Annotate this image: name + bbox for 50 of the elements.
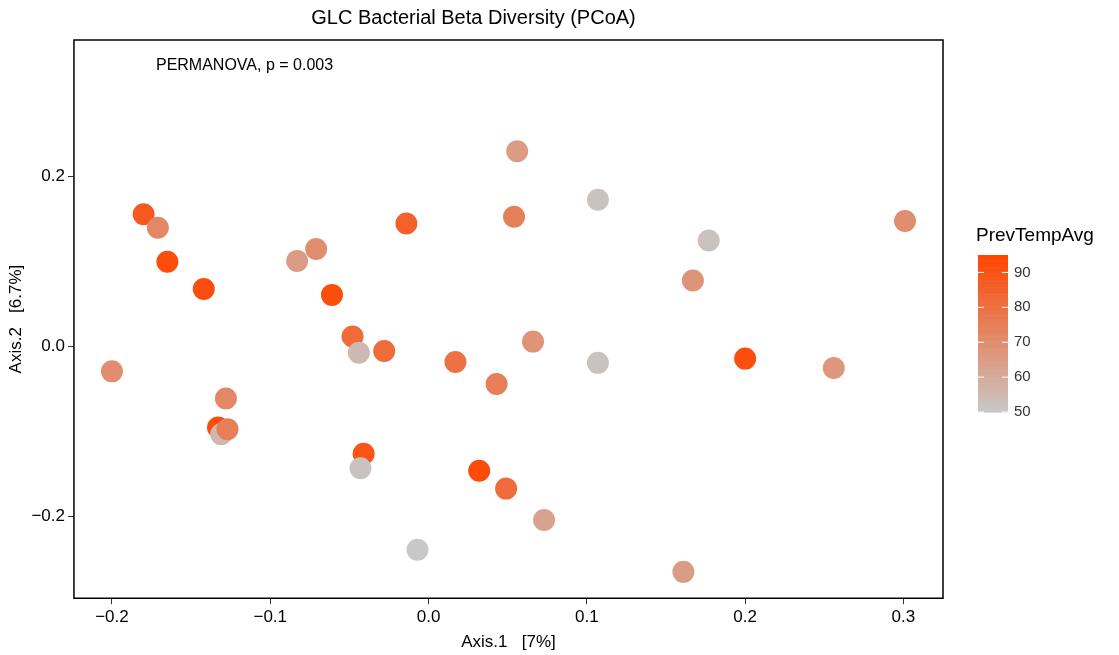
color-bar-label: 80 — [1014, 297, 1031, 315]
point — [349, 457, 372, 480]
y-tick-label: −0.2 — [31, 506, 65, 526]
point — [214, 387, 237, 410]
point — [503, 205, 526, 228]
point — [586, 188, 609, 211]
point — [192, 277, 215, 300]
chart-title: GLC Bacterial Beta Diversity (PCoA) — [311, 5, 636, 28]
x-tick-label: 0.3 — [891, 607, 916, 627]
x-axis-title: Axis.1 [7%] — [461, 632, 556, 652]
y-tick-label: 0.0 — [41, 336, 65, 356]
point — [681, 269, 704, 292]
point — [822, 356, 845, 379]
point — [468, 459, 491, 482]
point — [100, 360, 123, 383]
y-tick-label: 0.2 — [41, 166, 65, 186]
color-bar-label: 60 — [1014, 367, 1031, 385]
point — [132, 203, 155, 226]
point — [672, 560, 695, 583]
point — [146, 216, 169, 239]
point — [586, 351, 609, 374]
point — [347, 341, 370, 364]
x-tick-label: −0.2 — [95, 607, 129, 627]
point — [320, 283, 343, 306]
point — [156, 250, 179, 273]
point — [305, 238, 328, 261]
x-tick-label: 0.1 — [575, 607, 599, 627]
x-tick-label: 0.0 — [416, 607, 441, 627]
x-tick-label: 0.2 — [733, 607, 757, 627]
point — [444, 351, 467, 374]
point — [533, 509, 556, 532]
point — [286, 249, 309, 272]
point — [216, 418, 239, 441]
point — [373, 339, 396, 362]
point — [522, 330, 545, 353]
color-bar-label: 70 — [1014, 332, 1031, 350]
point — [697, 229, 720, 252]
color-bar-label: 50 — [1014, 402, 1031, 420]
point — [495, 477, 518, 500]
color-bar-title: PrevTempAvg — [976, 224, 1094, 245]
point — [395, 212, 418, 235]
point — [894, 209, 917, 232]
x-tick-label: −0.1 — [253, 607, 288, 627]
point — [406, 538, 429, 561]
point — [506, 140, 529, 163]
annotation: PERMANOVA, p = 0.003 — [155, 56, 334, 74]
y-axis-title: Axis.2 [6.7%] — [5, 264, 25, 374]
color-bar-label: 90 — [1014, 262, 1031, 280]
point — [485, 373, 508, 396]
point — [734, 347, 757, 370]
